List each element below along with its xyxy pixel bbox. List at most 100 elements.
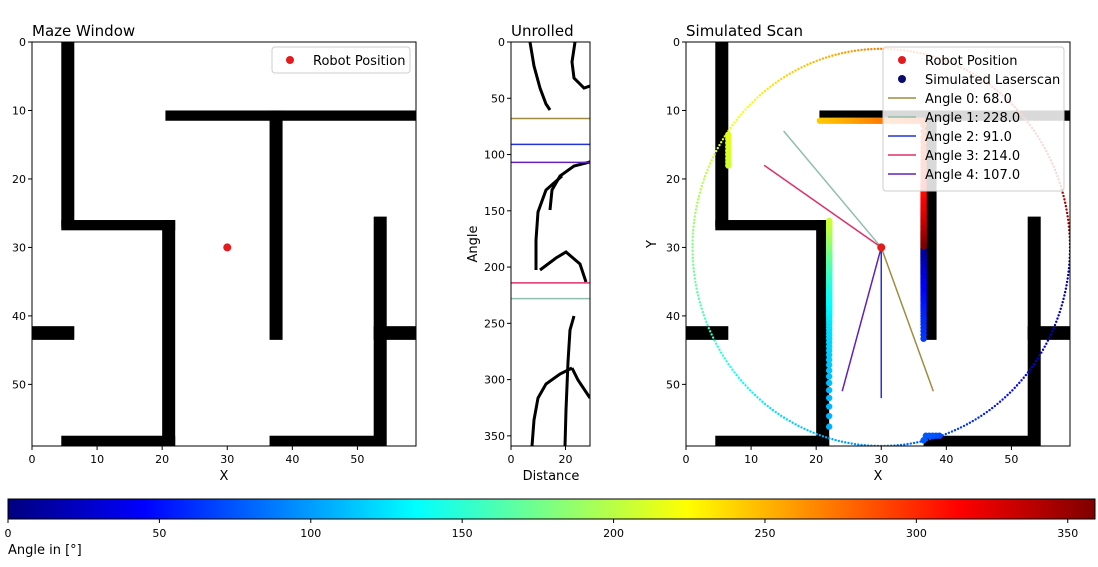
scan-range-point bbox=[758, 398, 762, 401]
scan-hit-point bbox=[825, 394, 833, 402]
scan-range-point bbox=[909, 442, 912, 445]
scan-xlabel: X bbox=[874, 469, 883, 484]
scan-range-point bbox=[699, 304, 702, 307]
scan-hit-point bbox=[825, 423, 833, 430]
maze-xtick-label: 0 bbox=[29, 453, 36, 466]
scan-range-point bbox=[870, 47, 873, 51]
scan-range-point bbox=[1011, 389, 1014, 392]
scan-range-point bbox=[691, 249, 694, 253]
scan-range-point bbox=[980, 414, 983, 418]
scan-range-point bbox=[691, 235, 694, 239]
scan-rays bbox=[763, 130, 935, 399]
scan-range-point bbox=[847, 441, 850, 445]
scan-range-point bbox=[968, 421, 972, 424]
scan-range-point bbox=[1008, 391, 1012, 394]
scan-ray bbox=[763, 164, 882, 249]
colorbar-tick-label: 150 bbox=[452, 527, 473, 540]
scan-xtick-label: 20 bbox=[809, 453, 823, 466]
maze-robot-layer bbox=[223, 243, 232, 252]
scan-range-point bbox=[1030, 365, 1034, 369]
scan-range-point bbox=[1034, 360, 1038, 363]
scan-wall bbox=[1027, 326, 1070, 340]
scan-range-point bbox=[806, 429, 809, 432]
scan-range-point bbox=[696, 198, 700, 201]
unrolled-wall-curve-8 bbox=[563, 315, 576, 446]
scan-range-point bbox=[694, 280, 697, 284]
scan-range-point bbox=[1040, 351, 1043, 354]
scan-range-point bbox=[701, 310, 704, 314]
scan-range-point bbox=[809, 430, 812, 433]
scan-range-point bbox=[880, 47, 883, 51]
maze-axes-frame bbox=[31, 41, 417, 447]
scan-range-point bbox=[860, 48, 863, 52]
scan-range-point bbox=[698, 300, 702, 304]
unrolled-xtick-label: 0 bbox=[508, 453, 515, 466]
maze-legend-box bbox=[271, 46, 411, 74]
unrolled-x-ticks: 0 20 bbox=[508, 446, 572, 466]
maze-ytick-label: 10 bbox=[12, 104, 26, 117]
scan-range-point bbox=[771, 408, 775, 412]
scan-ylabel: Y bbox=[645, 240, 660, 249]
scan-range-point bbox=[694, 208, 698, 211]
maze-xlabel: X bbox=[220, 469, 229, 484]
scan-range-point bbox=[1053, 323, 1057, 327]
maze-xtick-label: 50 bbox=[350, 453, 364, 466]
scan-range-point bbox=[737, 376, 741, 379]
scan-range-point bbox=[744, 384, 747, 387]
scan-hit-point bbox=[825, 217, 833, 224]
scan-range-point bbox=[837, 439, 840, 443]
scan-range-point bbox=[1066, 277, 1069, 280]
unrolled-wall-curve-4 bbox=[534, 174, 563, 270]
maze-x-ticks: 0 10 20 30 40 50 bbox=[29, 446, 364, 466]
scan-range-point bbox=[721, 138, 725, 141]
scan-range-point bbox=[719, 140, 723, 144]
scan-range-point bbox=[828, 437, 831, 440]
scan-range-point bbox=[1062, 194, 1065, 198]
scan-range-point bbox=[761, 91, 764, 95]
scan-range-point bbox=[696, 290, 699, 294]
scan-range-point bbox=[718, 143, 721, 147]
scan-range-point bbox=[788, 419, 791, 423]
scan-xtick-label: 30 bbox=[874, 453, 888, 466]
scan-range-point bbox=[1064, 204, 1068, 208]
scan-hit-points bbox=[725, 117, 943, 444]
scan-range-point bbox=[800, 426, 803, 429]
scan-range-point bbox=[691, 256, 694, 260]
scan-range-point bbox=[708, 330, 712, 333]
scan-range-point bbox=[716, 146, 719, 150]
scan-range-point bbox=[695, 204, 698, 208]
scan-range-point bbox=[1066, 218, 1070, 221]
scan-range-point bbox=[903, 443, 906, 446]
scan-range-point bbox=[956, 427, 960, 431]
scan-range-point bbox=[1041, 348, 1045, 351]
scan-range-point bbox=[982, 412, 986, 416]
scan-range-point bbox=[710, 333, 713, 336]
scan-range-point bbox=[774, 410, 777, 414]
scan-range-point bbox=[731, 123, 734, 127]
scan-range-point bbox=[733, 371, 736, 374]
scan-range-point bbox=[758, 94, 762, 97]
maze-wall bbox=[269, 110, 283, 340]
scan-range-point bbox=[746, 386, 749, 390]
scan-range-point bbox=[1061, 191, 1064, 194]
scan-range-point bbox=[1013, 386, 1016, 390]
scan-range-point bbox=[1056, 317, 1059, 320]
scan-range-point bbox=[748, 389, 752, 392]
scan-range-point bbox=[899, 443, 903, 446]
scan-range-point bbox=[727, 362, 730, 366]
scan-range-point bbox=[1067, 270, 1070, 273]
scan-hit-point bbox=[825, 356, 833, 363]
scan-hit-point bbox=[825, 361, 833, 369]
scan-legend-label: Angle 0: 68.0 bbox=[925, 92, 1012, 107]
scan-range-point bbox=[1065, 208, 1068, 211]
scan-range-point bbox=[1015, 384, 1019, 387]
scan-range-point bbox=[1066, 215, 1069, 218]
scan-range-point bbox=[847, 50, 850, 54]
scan-range-point bbox=[691, 239, 694, 242]
scan-range-point bbox=[700, 184, 703, 188]
scan-range-point bbox=[782, 76, 786, 79]
colorbar-ticks: 0 50 100 150 200 250 300 350 bbox=[5, 519, 1078, 540]
maze-robot-marker bbox=[223, 243, 232, 252]
unrolled-ytick-label: 350 bbox=[484, 430, 505, 443]
maze-xtick-label: 10 bbox=[90, 453, 104, 466]
